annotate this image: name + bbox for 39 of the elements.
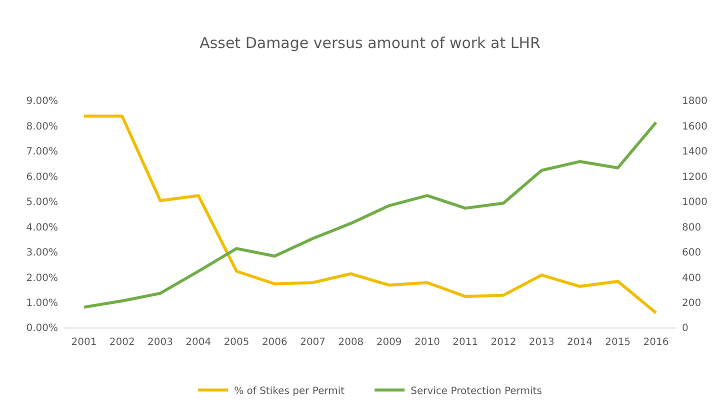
y-tick-label: 7.00%	[26, 146, 58, 158]
x-tick-label: 2006	[262, 337, 288, 348]
x-tick-label: 2009	[376, 337, 402, 348]
y-tick-label: 4.00%	[26, 222, 58, 234]
y2-tick-label: 1000	[682, 197, 708, 208]
x-tick-label: 2003	[148, 337, 173, 348]
x-tick-label: 2007	[300, 337, 326, 348]
y2-tick-label: 1400	[682, 146, 708, 158]
x-tick-label: 2005	[224, 337, 250, 348]
y-tick-label: 1.00%	[26, 298, 58, 309]
y-tick-label: 5.00%	[26, 197, 58, 208]
legend-label: % of Stikes per Permit	[234, 386, 345, 397]
x-tick-label: 2010	[414, 337, 440, 348]
x-tick-label: 2012	[490, 337, 516, 348]
y2-tick-label: 1800	[682, 96, 708, 108]
x-tick-label: 2008	[338, 337, 364, 348]
x-tick-label: 2015	[605, 337, 631, 348]
legend-label: Service Protection Permits	[410, 386, 542, 397]
y-tick-label: 0.00%	[26, 323, 58, 334]
x-tick-label: 2011	[452, 337, 478, 348]
x-tick-label: 2013	[528, 337, 554, 348]
y2-tick-label: 800	[682, 222, 702, 234]
y2-tick-label: 1600	[682, 121, 708, 132]
y-tick-label: 9.00%	[26, 96, 58, 108]
y2-tick-label: 600	[682, 248, 702, 259]
y2-tick-label: 1200	[682, 172, 708, 183]
x-tick-label: 2001	[71, 337, 97, 348]
y2-tick-label: 0	[682, 323, 688, 334]
y-tick-label: 2.00%	[26, 272, 58, 284]
y-tick-label: 8.00%	[26, 121, 58, 132]
chart-title: Asset Damage versus amount of work at LHR	[200, 34, 540, 52]
y2-tick-label: 400	[682, 272, 702, 284]
y-tick-label: 3.00%	[26, 248, 58, 259]
x-tick-label: 2004	[186, 337, 212, 348]
y2-tick-label: 200	[682, 298, 702, 309]
x-tick-label: 2002	[109, 337, 135, 348]
x-tick-label: 2014	[567, 337, 592, 348]
x-tick-label: 2016	[643, 337, 669, 348]
y-tick-label: 6.00%	[26, 172, 58, 183]
